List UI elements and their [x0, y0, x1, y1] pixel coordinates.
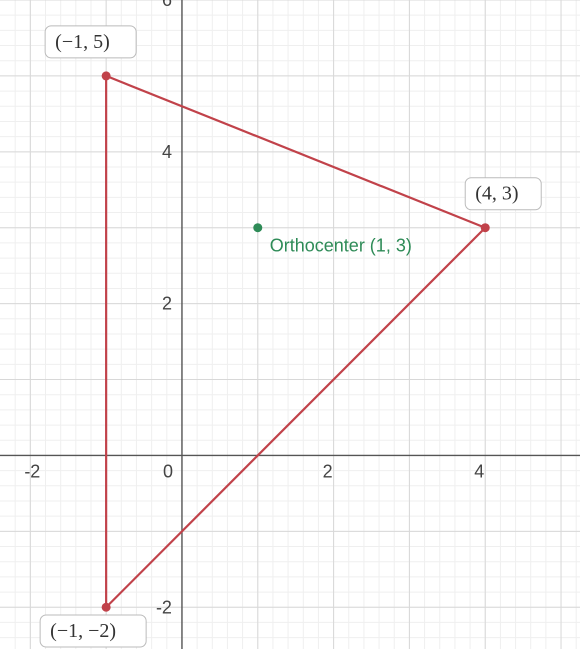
- vertex-label: (−1, 5): [55, 31, 110, 53]
- x-tick-label: 4: [474, 461, 484, 481]
- triangle-vertex: [102, 603, 111, 612]
- triangle-vertex: [102, 71, 111, 80]
- y-tick-label: -2: [156, 597, 172, 617]
- x-tick-label: 0: [163, 461, 173, 481]
- orthocenter-label: Orthocenter (1, 3): [270, 236, 412, 256]
- vertex-label: (4, 3): [475, 183, 518, 205]
- chart-container: -2 0 2 4 -2 2 4 6 Orthocenter (1, 3) (−1, 5) (4, 3…: [0, 0, 580, 649]
- triangle-vertex: [481, 223, 490, 232]
- y-tick-label: 4: [162, 142, 172, 162]
- y-tick-label: 6: [162, 0, 172, 10]
- coordinate-plot: -2 0 2 4 -2 2 4 6 Orthocenter (1, 3) (−1, 5) (4, 3…: [0, 0, 580, 649]
- x-tick-label: -2: [24, 461, 40, 481]
- triangle-edge: [106, 228, 485, 608]
- x-tick-label: 2: [323, 461, 333, 481]
- vertex-label: (−1, −2): [50, 620, 116, 642]
- orthocenter-point: [253, 223, 262, 232]
- y-tick-label: 2: [162, 294, 172, 314]
